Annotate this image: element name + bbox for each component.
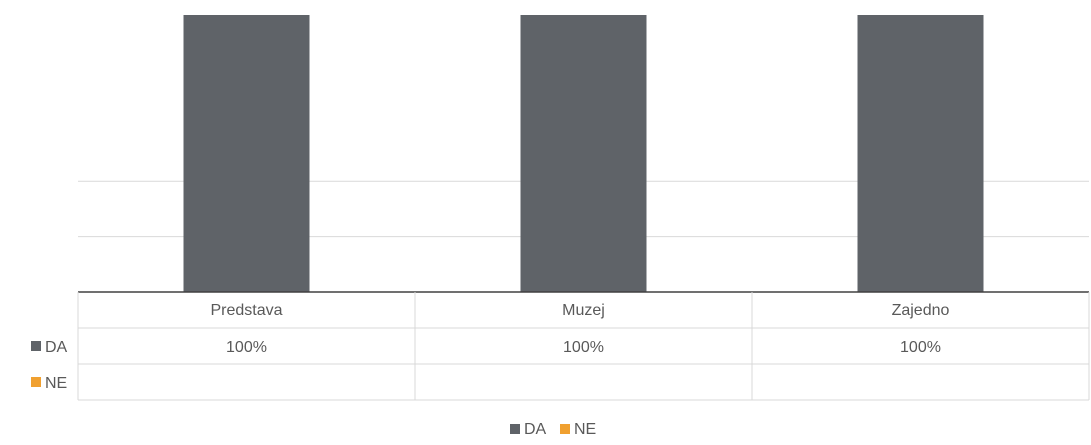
legend-label: NE — [574, 421, 596, 438]
category-label: Predstava — [210, 302, 282, 319]
data-table: Predstava Muzej Zajedno DA 100% 100% 100% NE — [31, 292, 1090, 401]
table-legend-key — [31, 377, 41, 387]
table-legend-key — [31, 341, 41, 351]
legend-key — [560, 424, 570, 434]
data-label: 100% — [226, 339, 267, 356]
legend-label: DA — [524, 421, 547, 438]
data-label: 100% — [563, 339, 604, 356]
table-series-label: DA — [45, 339, 68, 356]
legend: DA NE — [510, 421, 596, 438]
bar-da — [520, 15, 647, 292]
data-label: 100% — [900, 339, 941, 356]
category-label: Muzej — [562, 302, 605, 319]
bar-da — [183, 15, 310, 292]
table-series-label: NE — [45, 375, 67, 392]
bar-da — [857, 15, 984, 292]
category-label: Zajedno — [892, 302, 950, 319]
bars — [183, 15, 984, 292]
legend-key — [510, 424, 520, 434]
